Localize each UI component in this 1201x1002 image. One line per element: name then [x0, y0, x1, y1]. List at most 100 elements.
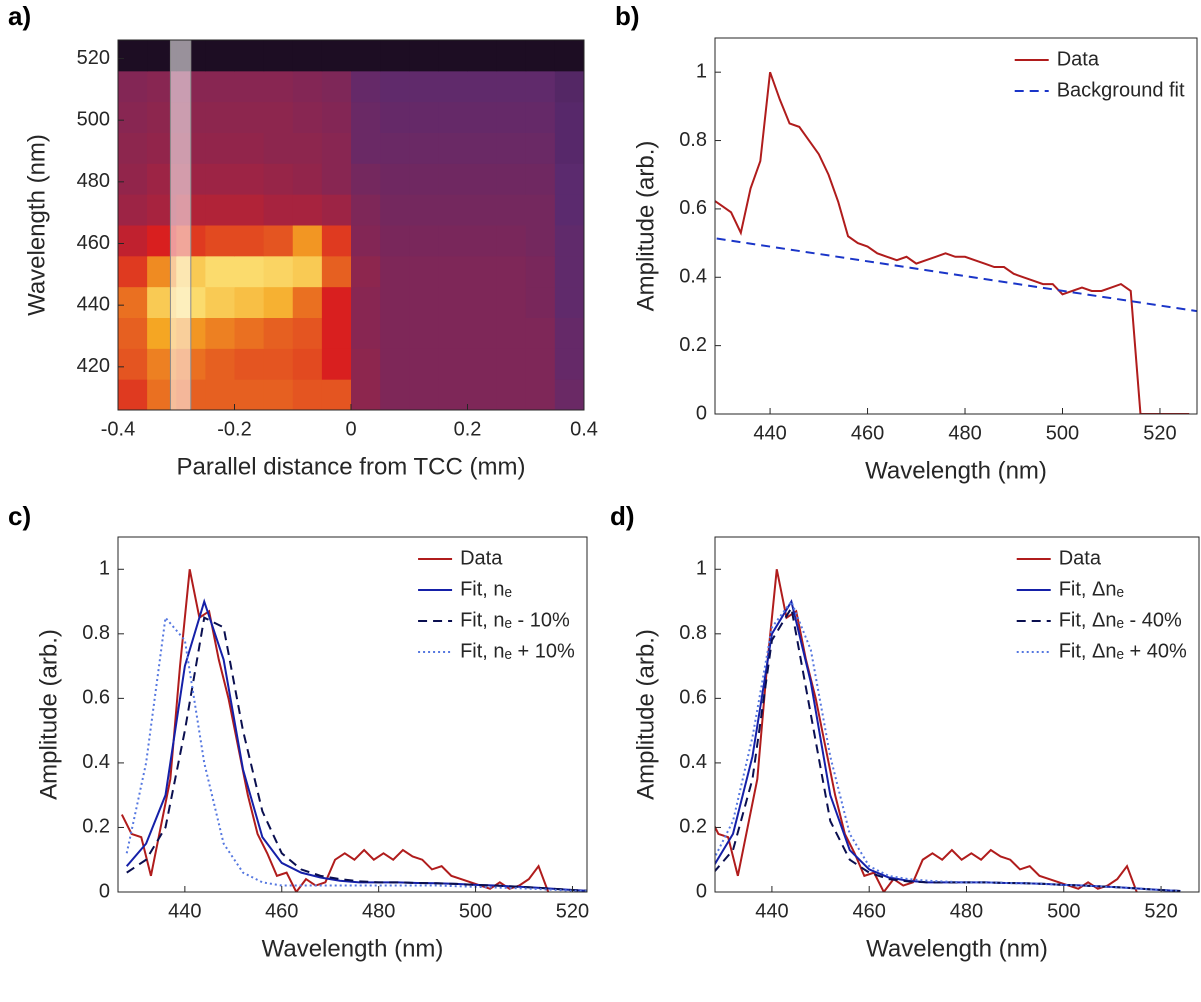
panel: -0.4 -0.2 0 0.2 0.4 420 440 460 480 500 520 Paralle…	[8, 1, 598, 480]
heat-cell	[234, 163, 265, 195]
legend-label: Fit, nₑ	[460, 578, 512, 600]
y-tick-label: 0.6	[82, 687, 110, 709]
heat-cell	[438, 163, 468, 195]
heat-cell	[380, 70, 410, 103]
heat-cell	[554, 70, 584, 103]
heat-cell	[496, 101, 527, 133]
heat-cell	[205, 317, 235, 349]
series-line	[126, 616, 587, 892]
heat-cell	[118, 70, 148, 103]
heat-cell	[438, 225, 468, 257]
x-tick-label: 480	[948, 422, 981, 444]
axes-frame	[714, 37, 1198, 415]
y-tick-label: 520	[77, 47, 110, 69]
heat-cell	[234, 317, 265, 349]
heat-cell	[205, 194, 235, 226]
heat-cell	[234, 348, 265, 380]
y-tick-label: 480	[77, 170, 110, 192]
heat-cell	[380, 255, 410, 288]
series-line	[715, 71, 1190, 414]
heat-cell	[205, 101, 235, 133]
heat-cell	[496, 132, 527, 164]
panel: 440 460 480 500 520 0 0.2 0.4 0.6 0.8 1 Wavelength …	[8, 501, 589, 962]
heat-cell	[205, 132, 235, 164]
heat-cell	[438, 255, 468, 288]
x-tick-label: 520	[556, 900, 589, 922]
heat-cell	[438, 70, 468, 103]
heat-cell	[380, 163, 410, 195]
y-tick-label: 0.2	[679, 334, 707, 356]
heat-cell	[496, 286, 527, 318]
x-tick-label: -0.4	[101, 418, 135, 440]
x-tick-label: 460	[853, 900, 886, 922]
heat-cell	[263, 286, 294, 318]
heat-cell	[263, 101, 294, 133]
y-tick-label: 1	[696, 558, 707, 580]
heat-cell	[525, 225, 556, 257]
heat-cell	[263, 194, 294, 226]
heat-cell	[205, 70, 235, 103]
legend-label: Fit, Δnₑ	[1059, 578, 1124, 600]
y-tick-label: 0	[696, 402, 707, 424]
x-tick-label: 440	[755, 900, 788, 922]
heat-cell	[467, 255, 498, 288]
heat-cell	[234, 101, 265, 133]
heat-cell	[321, 379, 352, 410]
heat-cell	[234, 286, 265, 318]
heat-cell	[234, 255, 265, 288]
x-tick-label: 500	[459, 900, 492, 922]
heat-cell	[467, 348, 498, 380]
heat-cell	[496, 40, 527, 72]
x-axis-label: Wavelength (nm)	[865, 457, 1047, 484]
heat-cell	[467, 379, 498, 410]
x-tick-label: 480	[950, 900, 983, 922]
heat-cell	[321, 255, 352, 288]
y-tick-label: 0.6	[679, 687, 707, 709]
heat-cell	[554, 225, 584, 257]
legend-label: Fit, nₑ - 10%	[460, 609, 570, 631]
y-tick-label: 0.8	[679, 622, 707, 644]
heat-cell	[496, 379, 527, 410]
x-axis-label: Wavelength (nm)	[866, 935, 1048, 962]
series-line	[715, 237, 1197, 313]
heat-cell	[467, 225, 498, 257]
legend: Data Fit, nₑ Fit, nₑ - 10% Fit, nₑ + 10%	[418, 547, 575, 662]
y-tick-label: 0.4	[82, 751, 110, 773]
y-tick-label: 0.4	[679, 751, 707, 773]
y-axis-label: Amplitude (arb.)	[632, 141, 659, 312]
plot-area	[715, 569, 1181, 892]
heat-cell	[438, 132, 468, 164]
heat-cell	[409, 40, 439, 72]
heat-cell	[205, 286, 235, 318]
heat-cell	[409, 163, 439, 195]
y-tick-label: 440	[77, 293, 110, 315]
x-axis-label: Parallel distance from TCC (mm)	[177, 453, 526, 480]
x-tick-label: -0.2	[217, 418, 251, 440]
heat-cell	[351, 379, 381, 410]
heat-cell	[467, 163, 498, 195]
heat-cell	[554, 163, 584, 195]
legend-label: Data	[1059, 547, 1102, 569]
heat-cell	[525, 286, 556, 318]
heat-cell	[554, 132, 584, 164]
heat-cell	[351, 317, 381, 349]
legend-label: Fit, Δnₑ + 40%	[1059, 640, 1187, 662]
heat-cell	[292, 286, 323, 318]
x-tick-label: 460	[265, 900, 298, 922]
heat-cell	[525, 101, 556, 133]
y-tick-label: 0.8	[679, 129, 707, 151]
y-tick-label: 1	[99, 558, 110, 580]
heat-cell	[292, 379, 323, 410]
y-axis-label: Amplitude (arb.)	[632, 629, 659, 800]
heat-cell	[525, 379, 556, 410]
heat-cell	[263, 255, 294, 288]
x-tick-label: 0.2	[454, 418, 482, 440]
heat-cell	[438, 40, 468, 72]
y-tick-label: 420	[77, 355, 110, 377]
heat-cell	[409, 225, 439, 257]
heat-cell	[409, 255, 439, 288]
heat-cell	[234, 225, 265, 257]
heat-cell	[351, 70, 381, 103]
